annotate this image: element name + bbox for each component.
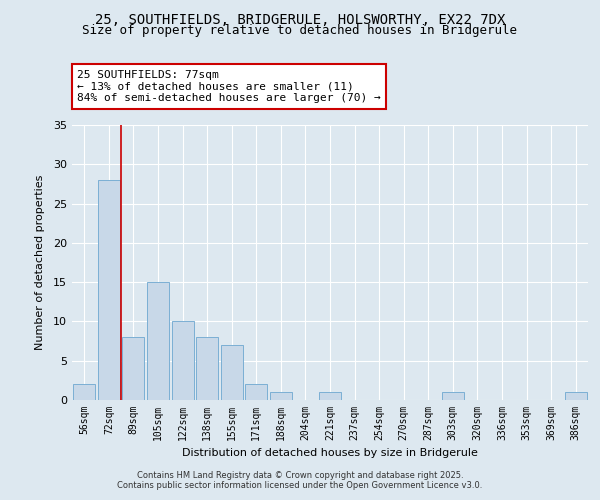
Bar bbox=[245, 384, 268, 400]
Bar bbox=[442, 392, 464, 400]
Bar bbox=[98, 180, 120, 400]
X-axis label: Distribution of detached houses by size in Bridgerule: Distribution of detached houses by size … bbox=[182, 448, 478, 458]
Bar bbox=[319, 392, 341, 400]
Text: Size of property relative to detached houses in Bridgerule: Size of property relative to detached ho… bbox=[83, 24, 517, 37]
Text: Contains HM Land Registry data © Crown copyright and database right 2025.
Contai: Contains HM Land Registry data © Crown c… bbox=[118, 470, 482, 490]
Bar bbox=[196, 337, 218, 400]
Bar bbox=[147, 282, 169, 400]
Bar bbox=[565, 392, 587, 400]
Bar bbox=[221, 345, 243, 400]
Y-axis label: Number of detached properties: Number of detached properties bbox=[35, 175, 44, 350]
Bar bbox=[172, 322, 194, 400]
Bar bbox=[122, 337, 145, 400]
Bar bbox=[73, 384, 95, 400]
Text: 25, SOUTHFIELDS, BRIDGERULE, HOLSWORTHY, EX22 7DX: 25, SOUTHFIELDS, BRIDGERULE, HOLSWORTHY,… bbox=[95, 12, 505, 26]
Text: 25 SOUTHFIELDS: 77sqm
← 13% of detached houses are smaller (11)
84% of semi-deta: 25 SOUTHFIELDS: 77sqm ← 13% of detached … bbox=[77, 70, 381, 103]
Bar bbox=[270, 392, 292, 400]
